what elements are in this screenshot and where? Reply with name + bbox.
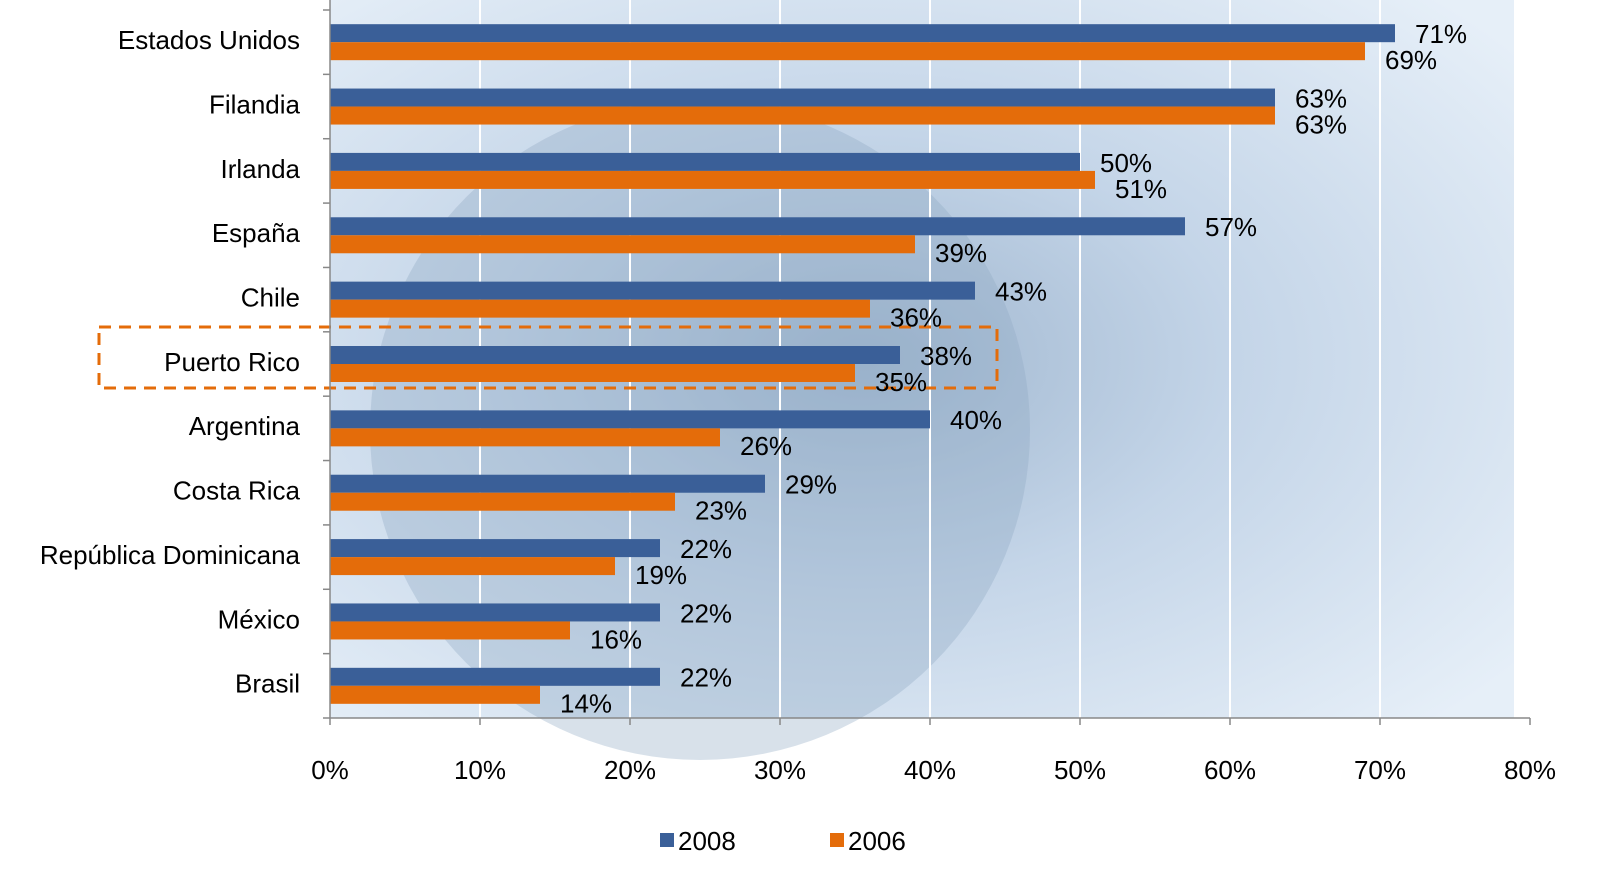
bar xyxy=(330,281,975,300)
bar xyxy=(330,346,900,364)
x-tick-label: 70% xyxy=(1354,755,1406,785)
x-tick-label: 50% xyxy=(1054,755,1106,785)
bar xyxy=(330,88,1275,107)
category-label: México xyxy=(218,604,300,634)
x-tick-label: 30% xyxy=(754,755,806,785)
bar xyxy=(330,410,930,429)
category-label: Costa Rica xyxy=(173,476,301,506)
value-label: 22% xyxy=(680,598,732,628)
bar xyxy=(330,152,1080,171)
x-tick-label: 10% xyxy=(454,755,506,785)
value-label: 23% xyxy=(695,496,747,526)
value-label: 22% xyxy=(680,663,732,693)
category-label: República Dominicana xyxy=(40,540,301,570)
bar xyxy=(330,364,855,382)
bar xyxy=(330,685,540,704)
bar xyxy=(330,474,765,493)
value-label: 63% xyxy=(1295,109,1347,139)
value-label: 71% xyxy=(1415,19,1467,49)
x-tick-label: 60% xyxy=(1204,755,1256,785)
bar xyxy=(330,24,1395,43)
category-label: Argentina xyxy=(189,411,301,441)
value-label: 40% xyxy=(950,405,1002,435)
bar xyxy=(330,667,660,686)
bar xyxy=(330,299,870,318)
category-label: Filandia xyxy=(209,89,301,119)
bar xyxy=(330,539,660,558)
value-label: 38% xyxy=(920,341,972,371)
bar xyxy=(330,492,675,511)
value-label: 51% xyxy=(1115,174,1167,204)
x-tick-label: 20% xyxy=(604,755,656,785)
category-label: Estados Unidos xyxy=(118,25,300,55)
value-label: 19% xyxy=(635,560,687,590)
value-label: 36% xyxy=(890,303,942,333)
category-label: Puerto Rico xyxy=(164,347,300,377)
legend-label: 2008 xyxy=(678,826,736,856)
bar xyxy=(330,603,660,622)
x-tick-label: 80% xyxy=(1504,755,1556,785)
bar xyxy=(330,217,1185,236)
category-label: Irlanda xyxy=(221,154,301,184)
value-label: 16% xyxy=(590,624,642,654)
legend-swatch xyxy=(660,833,674,847)
bar xyxy=(330,106,1275,125)
x-tick-label: 40% xyxy=(904,755,956,785)
value-label: 57% xyxy=(1205,212,1257,242)
value-label: 50% xyxy=(1100,148,1152,178)
x-tick-label: 0% xyxy=(311,755,349,785)
value-label: 14% xyxy=(560,689,612,719)
value-label: 26% xyxy=(740,431,792,461)
value-label: 63% xyxy=(1295,83,1347,113)
bar xyxy=(330,557,615,576)
bar xyxy=(330,428,720,447)
value-label: 29% xyxy=(785,470,837,500)
bar xyxy=(330,170,1095,189)
bar xyxy=(330,235,915,254)
value-label: 35% xyxy=(875,367,927,397)
category-label: Brasil xyxy=(235,669,300,699)
bar xyxy=(330,621,570,640)
category-label: Chile xyxy=(241,283,300,313)
value-label: 69% xyxy=(1385,45,1437,75)
highlight-box xyxy=(97,325,999,390)
bar xyxy=(330,42,1365,61)
category-label: España xyxy=(212,218,301,248)
value-label: 22% xyxy=(680,534,732,564)
value-label: 39% xyxy=(935,238,987,268)
legend-label: 2006 xyxy=(848,826,906,856)
legend-swatch xyxy=(830,833,844,847)
value-label: 43% xyxy=(995,277,1047,307)
